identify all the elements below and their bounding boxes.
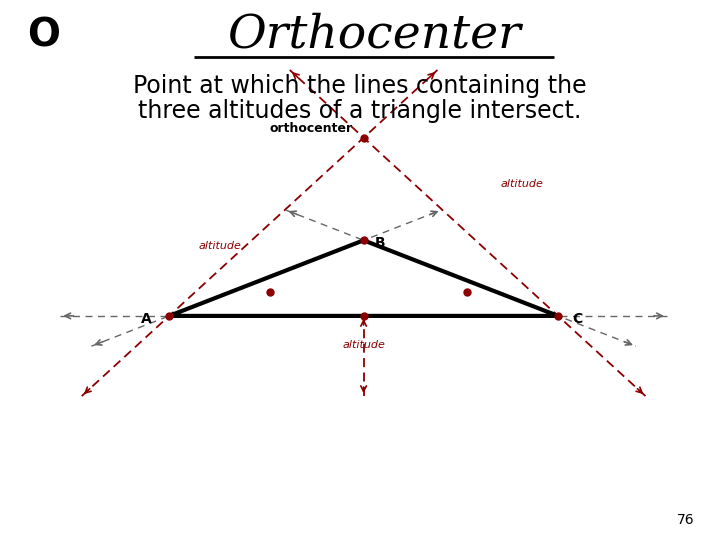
Text: B: B <box>374 236 385 250</box>
Text: 76: 76 <box>678 512 695 526</box>
Text: altitude: altitude <box>198 241 241 251</box>
Text: three altitudes of a triangle intersect.: three altitudes of a triangle intersect. <box>138 99 582 123</box>
Text: Orthocenter: Orthocenter <box>228 12 521 58</box>
Text: O: O <box>27 16 60 54</box>
Text: orthocenter: orthocenter <box>270 122 353 135</box>
Text: altitude: altitude <box>500 179 544 188</box>
Text: C: C <box>572 312 582 326</box>
Text: altitude: altitude <box>342 340 385 350</box>
Text: Point at which the lines containing the: Point at which the lines containing the <box>133 75 587 98</box>
Text: A: A <box>140 312 151 326</box>
